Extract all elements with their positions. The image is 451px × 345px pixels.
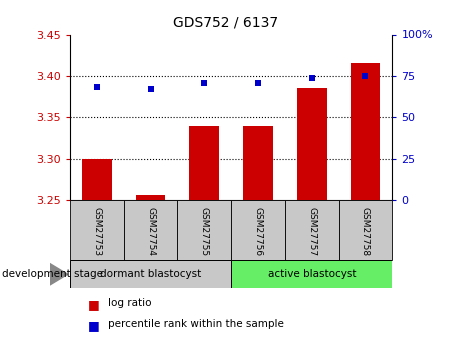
Bar	[231, 260, 392, 288]
Text: GSM27756: GSM27756	[253, 207, 262, 256]
Text: GSM27757: GSM27757	[307, 207, 316, 256]
Bar	[177, 200, 231, 260]
Text: log ratio: log ratio	[108, 298, 152, 308]
Text: GSM27755: GSM27755	[200, 207, 209, 256]
Bar	[231, 200, 285, 260]
Bar	[297, 88, 327, 200]
Bar	[189, 126, 219, 200]
Bar	[339, 200, 392, 260]
Text: GSM27753: GSM27753	[92, 207, 101, 256]
Bar	[124, 200, 177, 260]
Text: percentile rank within the sample: percentile rank within the sample	[108, 319, 284, 329]
Text: GSM27754: GSM27754	[146, 207, 155, 256]
Bar	[136, 195, 166, 200]
Text: active blastocyst: active blastocyst	[267, 269, 356, 279]
Text: GDS752 / 6137: GDS752 / 6137	[173, 16, 278, 30]
Text: GSM27758: GSM27758	[361, 207, 370, 256]
Text: ■: ■	[88, 298, 100, 312]
Text: development stage: development stage	[2, 269, 103, 279]
Bar	[243, 126, 273, 200]
Text: dormant blastocyst: dormant blastocyst	[100, 269, 201, 279]
Text: ■: ■	[88, 319, 100, 332]
Bar	[70, 260, 231, 288]
Bar	[70, 200, 124, 260]
Polygon shape	[50, 264, 68, 285]
Bar	[285, 200, 339, 260]
Bar	[351, 63, 380, 200]
Bar	[82, 159, 111, 200]
